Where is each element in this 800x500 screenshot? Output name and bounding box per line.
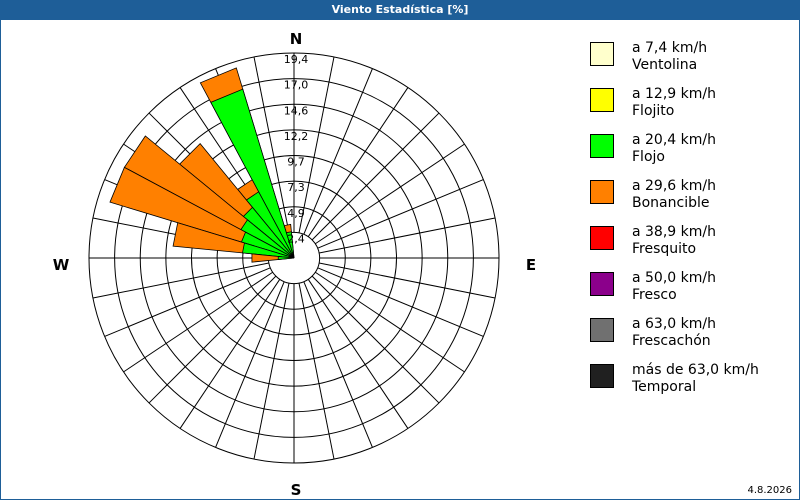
legend-speed: a 38,9 km/h: [632, 224, 716, 240]
grid-spoke: [307, 87, 409, 237]
grid-spoke: [319, 262, 496, 299]
ring-tick-label: 2,4: [287, 232, 305, 245]
ring-tick-label: 14,6: [284, 104, 309, 117]
cardinal-w: W: [53, 256, 70, 274]
legend-name: Ventolina: [632, 57, 698, 73]
ring-tick-label: 12,2: [284, 130, 309, 143]
ring-tick-label: 7,3: [287, 181, 305, 194]
bars: [109, 67, 295, 263]
grid-spoke: [179, 279, 281, 429]
legend-name: Bonancible: [632, 195, 710, 211]
ring-tick-label: 19,4: [284, 53, 309, 66]
legend-name: Frescachón: [632, 333, 711, 349]
grid-spoke: [298, 283, 335, 460]
grid-spoke: [317, 179, 484, 249]
grid-spoke: [298, 56, 335, 233]
cardinal-s: S: [291, 481, 302, 499]
grid-spoke: [253, 283, 290, 460]
grid-spoke: [307, 279, 409, 429]
legend-name: Flojo: [632, 149, 665, 165]
legend-swatch: [590, 134, 614, 158]
cardinal-n: N: [290, 30, 303, 48]
wind-bar-flojo: [277, 256, 295, 260]
legend-swatch: [590, 42, 614, 66]
legend-speed: a 7,4 km/h: [632, 40, 708, 56]
grid-spoke: [303, 68, 373, 235]
grid-spoke: [315, 143, 465, 245]
legend-speed: a 20,4 km/h: [632, 132, 716, 148]
cardinal-e: E: [526, 256, 536, 274]
ring-tick-label: 4,9: [287, 207, 305, 220]
legend-speed: a 63,0 km/h: [632, 316, 716, 332]
grid-spoke: [311, 275, 440, 404]
ring-tick-label: 17,0: [284, 79, 309, 92]
chart-title: Viento Estadística [%]: [0, 0, 800, 20]
grid-spoke: [215, 281, 285, 448]
legend-name: Fresco: [632, 287, 677, 303]
ring-tick-label: 9,7: [287, 156, 305, 169]
grid: [88, 52, 500, 464]
grid-spoke: [311, 112, 440, 241]
legend-swatch: [590, 364, 614, 388]
grid-spoke: [315, 271, 465, 373]
legend-swatch: [590, 226, 614, 250]
wind-bar-bonancible: [251, 253, 295, 263]
grid-spoke: [92, 262, 269, 299]
grid-spoke: [317, 267, 484, 337]
footer-date: 4.8.2026: [747, 485, 792, 496]
grid-spoke: [104, 267, 271, 337]
legend-name: Temporal: [632, 379, 697, 395]
ring-ticks: 2,4 4,9 7,3 9,7 12,2 14,6 17,0 19,4: [284, 53, 309, 245]
grid-spoke: [303, 281, 373, 448]
legend-swatch: [590, 272, 614, 296]
legend-swatch: [590, 318, 614, 342]
legend-swatch: [590, 88, 614, 112]
legend-name: Flojito: [632, 103, 675, 119]
legend-swatch: [590, 180, 614, 204]
legend-name: Fresquito: [632, 241, 697, 257]
grid-spoke: [253, 56, 290, 233]
grid-spoke: [148, 275, 277, 404]
grid-spoke: [123, 271, 273, 373]
legend-speed: a 29,6 km/h: [632, 178, 716, 194]
legend-speed: a 12,9 km/h: [632, 86, 716, 102]
legend-speed: más de 63,0 km/h: [632, 362, 759, 378]
legend-speed: a 50,0 km/h: [632, 270, 716, 286]
grid-spoke: [319, 217, 496, 254]
